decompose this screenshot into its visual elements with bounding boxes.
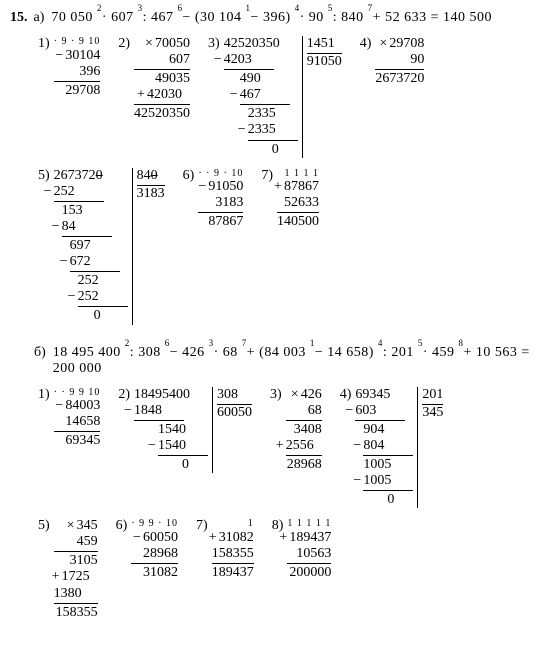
calc-multiplication: 345×45931051725+1380158355 [54,518,98,621]
calc-addition: 131082+158355189437 [212,518,254,581]
calc-longdiv: 425203504203−490467−23352335−0145191050 [224,36,342,158]
calc-subtraction: · 9 · 9 1030104−39629708 [54,36,101,99]
calc-subtraction: · · 9 · 1091050−318387867 [198,168,243,231]
part-b: б) 18 495 400 2: 308 6− 426 3· 68 7+ (84… [10,345,532,621]
calc-longdiv: 69345603−904804−10051005−0201345 [355,387,443,509]
calc-multiplication: 29708×902673720 [375,36,424,87]
problem-number: 15. [10,10,28,26]
calc-multiplication: 426×6834082556+28968 [286,387,322,473]
part-a: 15. а) 70 050 2· 607 3: 467 6− (30 104 1−… [10,10,532,325]
part-label: б) [34,345,53,361]
expression: 70 050 2· 607 3: 467 6− (30 104 1− 396) … [51,10,492,26]
calc-longdiv: 184954001848−15401540−030860050 [134,387,252,473]
calc-subtraction: · · 9 9 1084003−1465869345 [54,387,101,450]
calc-longdiv: 2673720252−15384−697672−252252−08403183 [54,168,165,325]
math-worksheet: 15. а) 70 050 2· 607 3: 467 6− (30 104 1−… [10,10,532,621]
part-label: а) [34,10,52,26]
calc-addition: 1 1 1 1 1189437+10563200000 [287,518,331,581]
calc-subtraction: · 9 9 · 1060050−2896831082 [131,518,178,581]
calc-addition: 1 1 1 187867+52633140500 [277,168,319,231]
expression: 18 495 400 2: 308 6− 426 3· 68 7+ (84 00… [53,345,532,377]
calc-multiplication: 70050×6074903542030+42520350 [134,36,190,122]
